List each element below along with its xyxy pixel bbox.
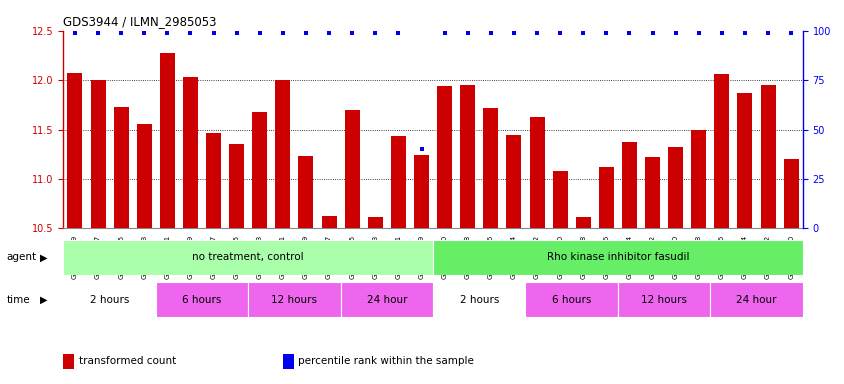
Bar	[160, 53, 175, 228]
Bar	[137, 124, 152, 228]
Bar	[275, 80, 290, 228]
Bar	[298, 156, 313, 228]
Text: 6 hours: 6 hours	[182, 295, 221, 305]
Bar	[621, 142, 636, 228]
Bar	[529, 117, 544, 228]
Text: agent: agent	[7, 252, 37, 262]
Text: transformed count: transformed count	[78, 356, 176, 366]
Bar	[433, 240, 802, 275]
Text: time: time	[7, 295, 30, 305]
Bar	[63, 240, 433, 275]
Text: GDS3944 / ILMN_2985053: GDS3944 / ILMN_2985053	[63, 15, 217, 28]
Bar	[644, 157, 659, 228]
Bar	[63, 282, 155, 317]
Bar	[598, 167, 613, 228]
Text: 2 hours: 2 hours	[459, 295, 498, 305]
Text: 12 hours: 12 hours	[641, 295, 686, 305]
Bar	[68, 73, 83, 228]
Bar	[113, 107, 128, 228]
Bar	[436, 86, 452, 228]
Bar	[552, 171, 567, 228]
Bar	[737, 93, 752, 228]
Bar	[414, 155, 429, 228]
Bar	[483, 108, 498, 228]
Text: Rho kinase inhibitor fasudil: Rho kinase inhibitor fasudil	[546, 252, 689, 262]
Bar	[90, 80, 106, 228]
Bar	[340, 282, 433, 317]
Text: 24 hour: 24 hour	[366, 295, 407, 305]
Bar	[391, 136, 405, 228]
Bar	[617, 282, 710, 317]
Bar	[229, 144, 244, 228]
Text: 24 hour: 24 hour	[735, 295, 776, 305]
Bar	[506, 134, 521, 228]
Text: ▶: ▶	[41, 295, 47, 305]
Bar	[433, 282, 525, 317]
Bar	[525, 282, 617, 317]
Bar	[782, 159, 798, 228]
Bar	[183, 77, 197, 228]
Bar	[248, 282, 340, 317]
Text: no treatment, control: no treatment, control	[192, 252, 304, 262]
Bar	[206, 132, 221, 228]
Bar	[690, 130, 706, 228]
Text: 2 hours: 2 hours	[89, 295, 129, 305]
Bar	[710, 282, 802, 317]
Bar	[668, 147, 682, 228]
Bar	[155, 282, 248, 317]
Bar	[367, 217, 382, 228]
Bar	[252, 112, 267, 228]
Bar	[322, 216, 336, 228]
Bar	[575, 217, 590, 228]
Bar	[713, 74, 728, 228]
Bar	[760, 85, 775, 228]
Bar	[460, 85, 474, 228]
Bar	[344, 110, 360, 228]
Text: ▶: ▶	[41, 252, 47, 262]
Text: percentile rank within the sample: percentile rank within the sample	[298, 356, 473, 366]
Text: 12 hours: 12 hours	[271, 295, 317, 305]
Text: 6 hours: 6 hours	[551, 295, 591, 305]
